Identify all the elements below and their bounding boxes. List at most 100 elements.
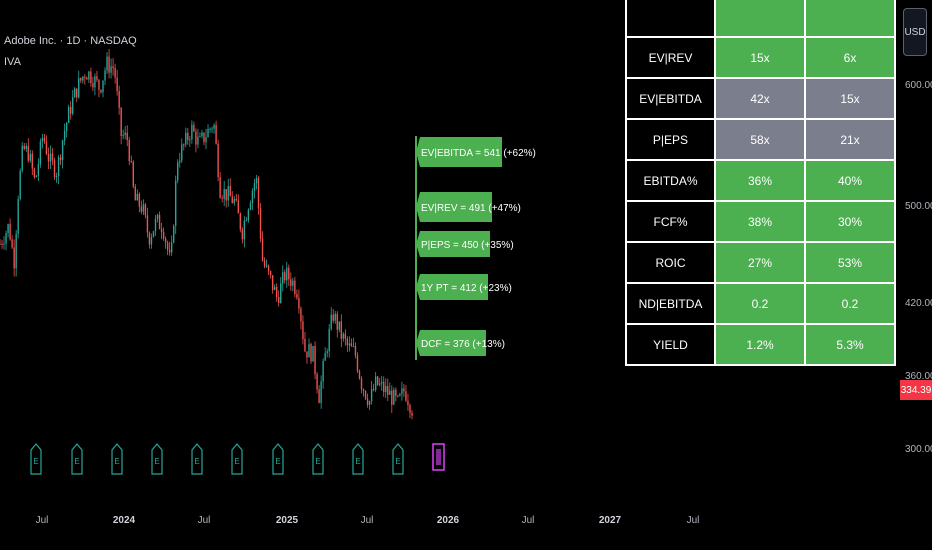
candle [255, 174, 258, 190]
time-tick: 2027 [598, 515, 622, 526]
candle [350, 338, 353, 347]
candle [110, 58, 112, 79]
candle [308, 338, 310, 358]
candle [245, 216, 248, 222]
earnings-event-marker[interactable]: E [272, 443, 284, 475]
candle [160, 222, 163, 240]
valuation-label: EV|EBITDA = 541 (+62%) [416, 137, 536, 167]
candle [61, 139, 64, 169]
price-tick: 500.00 [905, 201, 932, 213]
future-earnings-marker[interactable] [432, 443, 445, 471]
candle [405, 385, 407, 403]
valuation-label-text: DCF = 376 (+13%) [421, 339, 505, 350]
earnings-event-marker[interactable]: E [231, 443, 243, 475]
candle [348, 336, 351, 352]
candle [385, 378, 387, 399]
candle [146, 207, 149, 238]
candle [378, 377, 381, 387]
candle [330, 307, 332, 331]
candle [144, 202, 147, 219]
candle [278, 290, 280, 307]
candle [195, 128, 197, 153]
earnings-event-marker[interactable]: E [191, 443, 203, 475]
candle [112, 58, 114, 76]
candle [9, 218, 11, 241]
candle [284, 269, 286, 284]
valuation-label-text: P|EPS = 450 (+35%) [421, 240, 514, 251]
candlestick-series [0, 48, 413, 420]
time-tick: Jul [686, 515, 700, 526]
candle [336, 311, 338, 338]
candle [344, 329, 347, 346]
candle [82, 76, 84, 84]
candle [397, 394, 399, 398]
table-row: ND|EBITDA 0.2 0.2 [625, 282, 896, 325]
candle [257, 175, 260, 215]
candle [11, 235, 13, 249]
metric-label: YIELD [625, 323, 716, 366]
earnings-event-marker[interactable]: E [111, 443, 123, 475]
time-tick: Jul [360, 515, 374, 526]
price-tick: 420.00 [905, 298, 932, 310]
earnings-event-marker[interactable]: E [30, 443, 42, 475]
candle [164, 236, 167, 249]
table-row: YIELD 1.2% 5.3% [625, 323, 896, 366]
chart-title: Adobe Inc. · 1D · NASDAQ [4, 35, 137, 47]
candle [185, 127, 187, 148]
candle [0, 238, 1, 245]
metric-label: EV|EBITDA [625, 77, 716, 120]
candle [362, 388, 365, 397]
candle [300, 306, 302, 330]
candle [271, 275, 274, 294]
table-row: EV|EBITDA 42x 15x [625, 77, 896, 120]
candle [395, 387, 397, 402]
metric-label: ROIC [625, 241, 716, 284]
time-tick: Jul [521, 515, 535, 526]
candle [197, 128, 199, 149]
current-value: 1.2% [714, 323, 806, 366]
candle [65, 121, 68, 138]
earnings-event-marker[interactable]: E [71, 443, 83, 475]
candle [328, 323, 330, 358]
metric-label: P|EPS [625, 118, 716, 161]
candle [354, 342, 357, 359]
earnings-event-marker[interactable]: E [352, 443, 364, 475]
candle [411, 410, 413, 420]
earnings-event-marker[interactable]: E [312, 443, 324, 475]
valuation-labels: EV|EBITDA = 541 (+62%) EV|REV = 491 (+47%… [415, 136, 536, 360]
candle [249, 200, 252, 211]
event-marker-label: E [74, 457, 79, 466]
current-value: 0.2 [714, 282, 806, 325]
indicator-name[interactable]: IVA [4, 56, 21, 68]
candle [130, 155, 132, 164]
earnings-event-marker[interactable]: E [151, 443, 163, 475]
candle [290, 272, 292, 291]
candle [372, 383, 375, 392]
candle [352, 337, 355, 348]
currency-button[interactable]: USD [903, 8, 927, 56]
valuation-label: P|EPS = 450 (+35%) [416, 231, 514, 257]
candle [172, 224, 175, 244]
candle [403, 383, 405, 398]
candle [106, 52, 108, 74]
candle [316, 371, 318, 394]
candle [55, 172, 58, 183]
candle [201, 129, 203, 139]
candle [96, 70, 98, 83]
candle [334, 310, 336, 324]
candle [296, 289, 298, 300]
candle [132, 160, 134, 189]
earnings-event-marker[interactable]: E [392, 443, 404, 475]
price-tick: 600.00 [905, 80, 932, 91]
candle [108, 48, 110, 79]
candle [166, 240, 169, 256]
candle [314, 341, 316, 380]
candle [364, 390, 367, 400]
candle [209, 127, 211, 133]
metric-label: EV|REV [625, 36, 716, 79]
candle [94, 73, 96, 96]
candle [233, 195, 235, 206]
candle [158, 211, 161, 230]
candle [387, 378, 389, 401]
